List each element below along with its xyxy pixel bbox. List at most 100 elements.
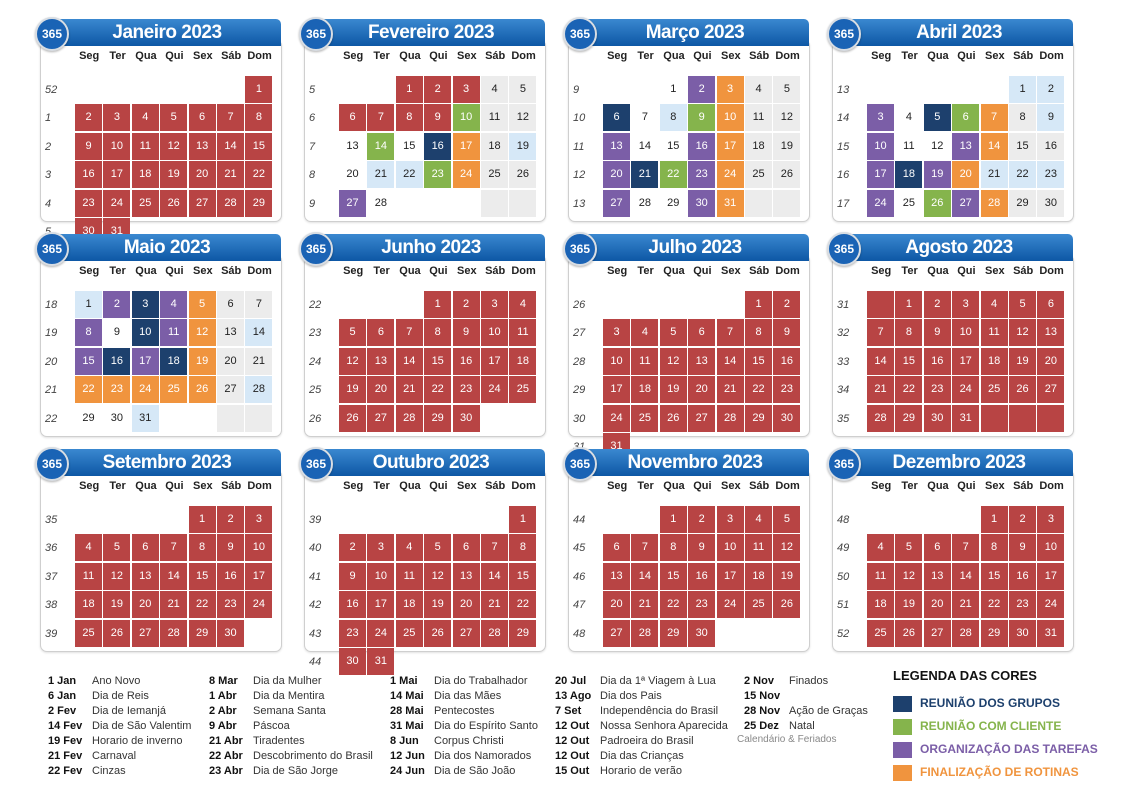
day-cell[interactable]: 7 <box>395 319 423 347</box>
day-cell[interactable]: 3 <box>245 506 273 533</box>
day-cell[interactable]: 1 <box>980 506 1008 533</box>
day-cell[interactable]: 17 <box>867 161 894 189</box>
day-cell[interactable]: 16 <box>424 132 452 160</box>
day-cell[interactable]: 9 <box>688 104 716 132</box>
day-cell[interactable]: 12 <box>103 562 131 590</box>
day-cell[interactable]: 17 <box>245 562 273 590</box>
day-cell[interactable]: 2 <box>688 76 716 103</box>
day-cell[interactable]: 5 <box>773 76 801 103</box>
day-cell[interactable]: 4 <box>481 76 508 103</box>
day-cell[interactable]: 16 <box>688 132 716 160</box>
day-cell[interactable]: 17 <box>481 347 508 375</box>
day-cell[interactable]: 21 <box>367 161 395 189</box>
day-cell[interactable]: 3 <box>131 291 159 318</box>
day-cell[interactable]: 21 <box>631 591 659 619</box>
day-cell[interactable]: 15 <box>188 562 216 590</box>
day-cell[interactable]: 6 <box>367 319 395 347</box>
day-cell[interactable]: 11 <box>481 104 508 132</box>
day-cell[interactable]: 26 <box>509 161 537 189</box>
day-cell[interactable]: 3 <box>952 291 980 318</box>
day-cell[interactable]: 22 <box>75 376 102 404</box>
day-cell[interactable]: 23 <box>688 591 716 619</box>
day-cell[interactable]: 24 <box>716 591 744 619</box>
day-cell[interactable]: 24 <box>1037 591 1065 619</box>
day-cell[interactable]: 7 <box>245 291 273 318</box>
day-cell[interactable]: 2 <box>1037 76 1065 103</box>
day-cell[interactable]: 20 <box>603 161 630 189</box>
day-cell[interactable]: 15 <box>1009 132 1036 160</box>
day-cell[interactable]: 19 <box>509 132 537 160</box>
day-cell[interactable]: 14 <box>367 132 395 160</box>
day-cell[interactable]: 21 <box>245 347 273 375</box>
day-cell[interactable]: 6 <box>688 319 716 347</box>
day-cell[interactable]: 29 <box>509 619 537 647</box>
day-cell[interactable]: 3 <box>716 76 744 103</box>
day-cell[interactable]: 13 <box>339 132 366 160</box>
day-cell[interactable]: 27 <box>367 404 395 432</box>
day-cell[interactable]: 19 <box>659 376 687 404</box>
day-cell[interactable]: 10 <box>131 319 159 347</box>
day-cell[interactable]: 26 <box>923 189 951 217</box>
day-cell[interactable]: 8 <box>980 534 1008 562</box>
day-cell[interactable]: 26 <box>103 619 131 647</box>
day-cell[interactable]: 10 <box>367 562 395 590</box>
day-cell[interactable]: 6 <box>339 104 366 132</box>
day-cell[interactable]: 10 <box>481 319 508 347</box>
day-cell[interactable]: 12 <box>509 104 537 132</box>
day-cell[interactable]: 18 <box>509 347 537 375</box>
day-cell[interactable]: 4 <box>395 534 423 562</box>
day-cell[interactable]: 15 <box>745 347 772 375</box>
day-cell[interactable]: 5 <box>773 506 801 533</box>
day-cell[interactable]: 1 <box>424 291 452 318</box>
day-cell[interactable]: 11 <box>745 104 772 132</box>
day-cell[interactable]: 13 <box>1037 319 1065 347</box>
day-cell[interactable]: 5 <box>1009 291 1036 318</box>
day-cell[interactable]: 23 <box>75 189 102 217</box>
day-cell[interactable]: 14 <box>716 347 744 375</box>
day-cell[interactable]: 18 <box>745 562 772 590</box>
day-cell[interactable]: 27 <box>952 189 980 217</box>
day-cell[interactable]: 19 <box>773 132 801 160</box>
day-cell[interactable]: 19 <box>160 161 188 189</box>
day-cell[interactable]: 25 <box>75 619 102 647</box>
day-cell[interactable]: 23 <box>1009 591 1036 619</box>
day-cell[interactable]: 28 <box>867 404 894 432</box>
day-cell[interactable]: 1 <box>245 76 273 103</box>
day-cell[interactable]: 9 <box>688 534 716 562</box>
day-cell[interactable]: 10 <box>867 132 894 160</box>
day-cell[interactable]: 4 <box>745 76 772 103</box>
day-cell[interactable]: 27 <box>923 619 951 647</box>
day-cell[interactable]: 31 <box>716 189 744 217</box>
day-cell[interactable]: 11 <box>745 534 772 562</box>
day-cell[interactable]: 28 <box>395 404 423 432</box>
day-cell[interactable]: 14 <box>217 132 244 160</box>
day-cell[interactable]: 3 <box>367 534 395 562</box>
day-cell[interactable]: 8 <box>75 319 102 347</box>
day-cell[interactable]: 25 <box>895 189 923 217</box>
day-cell[interactable]: 22 <box>895 376 923 404</box>
day-cell[interactable]: 21 <box>952 591 980 619</box>
day-cell[interactable]: 20 <box>923 591 951 619</box>
day-cell[interactable]: 2 <box>923 291 951 318</box>
day-cell[interactable]: 31 <box>367 648 395 675</box>
day-cell[interactable]: 28 <box>980 189 1008 217</box>
day-cell[interactable]: 13 <box>188 132 216 160</box>
day-cell[interactable]: 1 <box>1009 76 1036 103</box>
day-cell[interactable]: 7 <box>631 534 659 562</box>
day-cell[interactable]: 22 <box>509 591 537 619</box>
day-cell[interactable]: 7 <box>160 534 188 562</box>
day-cell[interactable]: 8 <box>188 534 216 562</box>
day-cell[interactable]: 17 <box>367 591 395 619</box>
day-cell[interactable]: 16 <box>339 591 366 619</box>
day-cell[interactable]: 13 <box>923 562 951 590</box>
day-cell[interactable]: 23 <box>452 376 480 404</box>
day-cell[interactable]: 20 <box>367 376 395 404</box>
day-cell[interactable]: 22 <box>424 376 452 404</box>
day-cell[interactable]: 17 <box>131 347 159 375</box>
day-cell[interactable]: 30 <box>1037 189 1065 217</box>
day-cell[interactable]: 29 <box>745 404 772 432</box>
day-cell[interactable]: 20 <box>688 376 716 404</box>
day-cell[interactable]: 20 <box>188 161 216 189</box>
day-cell[interactable]: 31 <box>1037 619 1065 647</box>
day-cell[interactable]: 7 <box>716 319 744 347</box>
